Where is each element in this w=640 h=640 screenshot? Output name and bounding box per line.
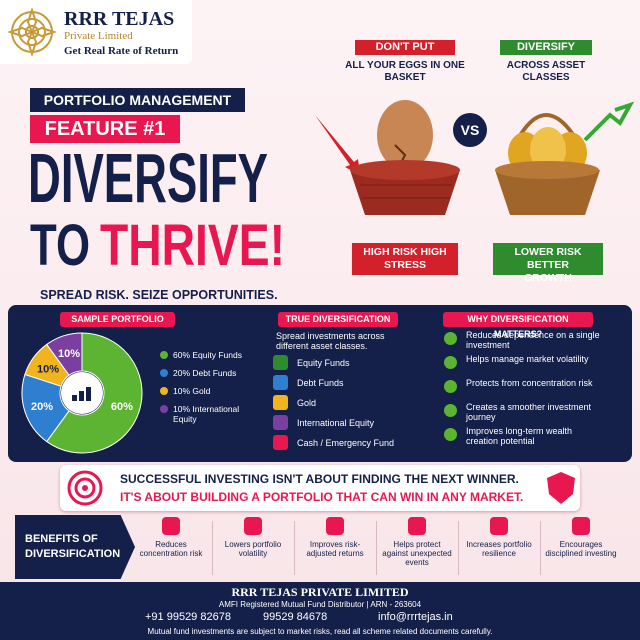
why-item: Protects from concentration risk <box>466 378 593 388</box>
footer: RRR TEJAS PRIVATE LIMITED AMFI Registere… <box>0 582 640 640</box>
why-item: Reduces dependence on a single investmen… <box>466 330 600 350</box>
right-text: ACROSS ASSET CLASSES <box>506 60 586 83</box>
asset-label: International Equity <box>297 418 375 428</box>
why-title: WHY DIVERSIFICATION MATTERS? <box>443 312 593 339</box>
legend-label: 10% Gold <box>173 386 211 396</box>
asset-label: Debt Funds <box>297 378 344 388</box>
true-div-intro: Spread investments across different asse… <box>276 331 385 351</box>
right-result: LOWER RISK BETTER GROWTH <box>493 243 603 284</box>
divider <box>458 521 459 575</box>
footer-company: RRR TEJAS PRIVATE LIMITED <box>231 585 409 599</box>
slice-label: 60% <box>111 401 133 413</box>
asset-icon <box>273 355 288 370</box>
why-item: Creates a smoother investment journey <box>466 402 592 422</box>
asset-list: Equity Funds Debt Funds Gold International … <box>270 355 430 455</box>
benefit-icon <box>572 517 590 535</box>
banner-line2: IT'S ABOUT BUILDING A PORTFOLIO THAT CAN… <box>120 490 524 504</box>
legend-swatch <box>160 405 168 413</box>
kicker: PORTFOLIO MANAGEMENT <box>30 88 245 112</box>
shield-icon <box>547 472 575 504</box>
vs: VS <box>461 122 480 138</box>
benefit-icon <box>162 517 180 535</box>
target-icon <box>67 470 103 506</box>
why-item: Improves long-term wealth creation poten… <box>466 426 573 446</box>
logo-mark <box>8 8 56 56</box>
disclaimer: Mutual fund investments are subject to m… <box>147 627 493 636</box>
brand-tagline: Get Real Rate of Return <box>64 45 179 57</box>
why-item: Helps manage market volatility <box>466 354 589 364</box>
asset-icon <box>273 395 288 410</box>
legend-swatch <box>160 351 168 359</box>
hero-title: DIVERSIFY TO THRIVE! <box>28 140 285 278</box>
benefits-list: Reduces concentration risk Lowers portfol… <box>130 513 630 581</box>
check-icon <box>444 380 457 393</box>
check-icon <box>444 428 457 441</box>
benefit-label: Lowers portfolio volatility <box>224 540 282 558</box>
asset-icon <box>273 435 288 450</box>
legend-swatch <box>160 369 168 377</box>
check-icon <box>444 332 457 345</box>
left-badge: DON'T PUT <box>355 40 455 55</box>
baskets-illustration: VS <box>315 100 635 215</box>
legend-label: 10% International Equity <box>173 404 240 424</box>
asset-icon <box>273 375 288 390</box>
growth-icon <box>72 387 91 401</box>
title-thrive: THRIVE! <box>100 213 285 278</box>
divider <box>540 521 541 575</box>
slice-label: 20% <box>31 401 53 413</box>
benefit-label: Reduces concentration risk <box>139 540 203 558</box>
hero-tagline: SPREAD RISK. SEIZE OPPORTUNITIES. <box>40 288 278 302</box>
phone1: +91 99529 82678 <box>145 611 231 623</box>
divider <box>294 521 295 575</box>
benefit-icon <box>408 517 426 535</box>
portfolio-legend: 60% Equity Funds 20% Debt Funds 10% Gold 10… <box>160 350 260 450</box>
benefit-icon <box>244 517 262 535</box>
left-result: HIGH RISK HIGH STRESS <box>352 243 458 275</box>
phone2: 99529 84678 <box>263 611 328 623</box>
banner-line1: SUCCESSFUL INVESTING ISN'T ABOUT FINDING… <box>120 472 519 486</box>
asset-label: Cash / Emergency Fund <box>297 438 395 448</box>
legend-label: 20% Debt Funds <box>173 368 237 378</box>
benefits-title: BENEFITS OF DIVERSIFICATION <box>15 515 135 579</box>
title-line1: DIVERSIFY <box>28 140 268 217</box>
divider <box>376 521 377 575</box>
asset-label: Equity Funds <box>297 358 350 368</box>
benefit-label: Improves risk-adjusted returns <box>306 540 364 558</box>
feature-label: FEATURE #1 <box>30 115 180 143</box>
brand: RRR TEJAS <box>64 8 175 30</box>
donut-slice <box>46 332 83 376</box>
benefit-icon <box>490 517 508 535</box>
email: info@rrrtejas.in <box>378 611 453 623</box>
footer-registration: AMFI Registered Mutual Fund Distributor … <box>218 600 422 609</box>
slice-label: 10% <box>37 363 59 375</box>
check-icon <box>444 356 457 369</box>
donut-slice <box>46 332 143 454</box>
benefit-label: Encourages disciplined investing <box>545 540 617 558</box>
right-badge: DIVERSIFY <box>500 40 592 55</box>
benefit-icon <box>326 517 344 535</box>
left-text: ALL YOUR EGGS IN ONE BASKET <box>345 60 465 83</box>
legend-label: 60% Equity Funds <box>173 350 242 360</box>
subbrand: Private Limited <box>64 30 133 42</box>
legend-swatch <box>160 387 168 395</box>
true-div-title: TRUE DIVERSIFICATION <box>278 312 398 327</box>
check-icon <box>444 404 457 417</box>
benefit-label: Helps protect against unexpected events <box>382 540 452 567</box>
divider <box>212 521 213 575</box>
asset-icon <box>273 415 288 430</box>
portfolio-donut: 60% 20% 10% 10% <box>21 332 143 454</box>
banner: SUCCESSFUL INVESTING ISN'T ABOUT FINDING… <box>60 465 580 511</box>
slice-label: 10% <box>58 348 80 360</box>
logo-box: RRR TEJAS Private Limited Get Real Rate … <box>0 0 192 64</box>
portfolio-title: SAMPLE PORTFOLIO <box>60 312 175 327</box>
why-list: Reduces dependence on a single investmen… <box>440 330 625 460</box>
benefit-label: Increases portfolio resilience <box>466 540 532 558</box>
title-to: TO <box>30 213 90 278</box>
asset-label: Gold <box>297 398 317 408</box>
